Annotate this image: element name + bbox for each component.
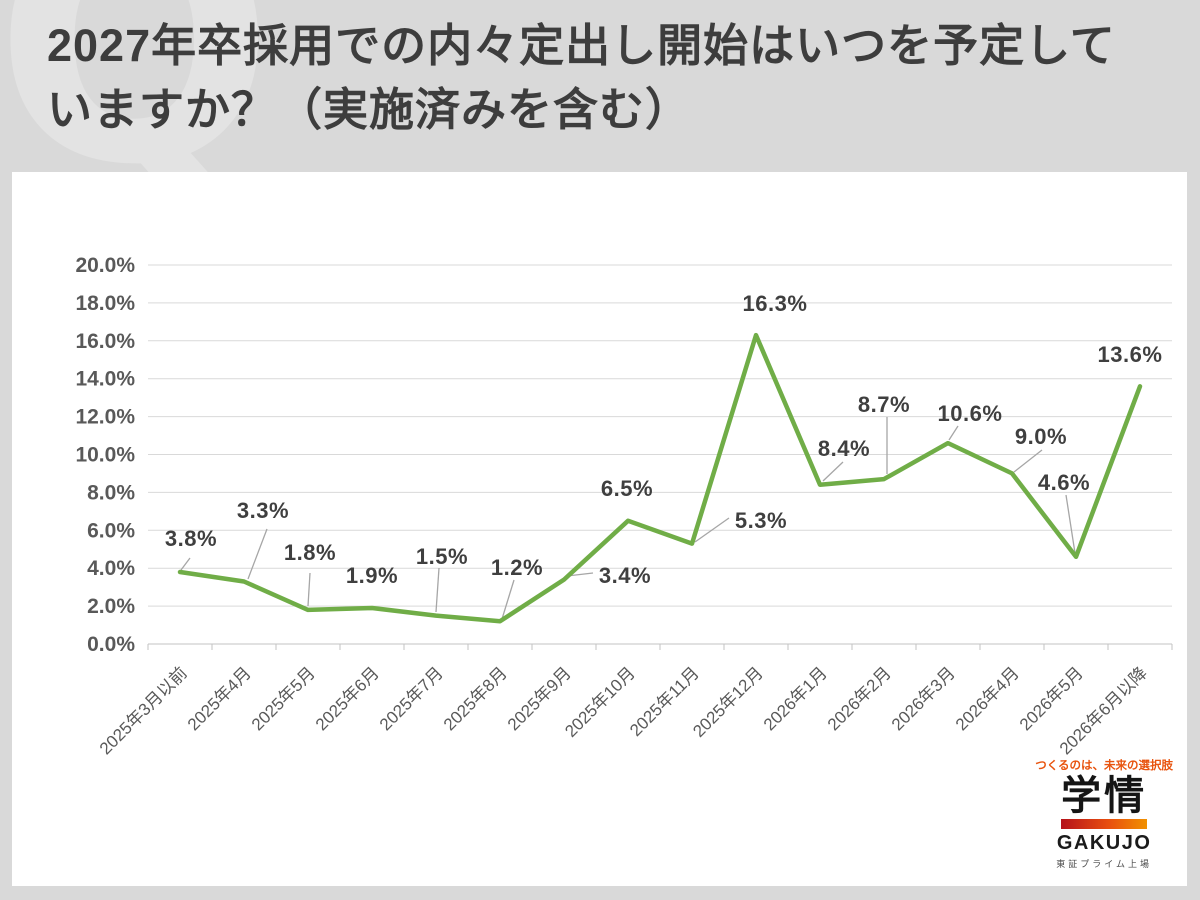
data-point-label: 1.2% [491, 555, 543, 580]
label-leader-line [501, 579, 515, 620]
data-point-label: 3.8% [165, 526, 217, 551]
label-leader-line [307, 572, 311, 607]
x-axis-label: 2026年3月 [888, 663, 959, 734]
logo-tagline: つくるのは、未来の選択肢 [1035, 760, 1173, 772]
x-axis-label: 2025年5月 [248, 663, 319, 734]
line-chart: 0.0% 2.0% 4.0% 6.0% 8.0% 10.0% 12.0% 14.0% 16.0%… [75, 254, 1173, 758]
label-leader-line [435, 567, 440, 613]
label-leader-line [180, 557, 191, 571]
label-leader-line [948, 425, 959, 441]
x-axis-label: 2026年1月 [760, 663, 831, 734]
data-point-label: 10.6% [938, 401, 1003, 426]
data-point-label: 6.5% [601, 476, 653, 501]
label-leader-line [247, 528, 268, 580]
x-axis-label: 2025年4月 [184, 663, 255, 734]
y-axis-label: 6.0% [87, 519, 135, 542]
logo-subtitle: 東証プライム上場 [1056, 859, 1153, 869]
chart-card: 0.0% 2.0% 4.0% 6.0% 8.0% 10.0% 12.0% 14.0% 16.0%… [12, 172, 1187, 886]
data-point-label: 13.6% [1098, 342, 1163, 367]
y-axis-label: 14.0% [75, 368, 135, 391]
x-axis-label: 2025年7月 [376, 663, 447, 734]
gakujo-logo: つくるのは、未来の選択肢 学情 GAKUJO 東証プライム上場 [1035, 757, 1173, 870]
label-leader-line [1065, 494, 1076, 554]
data-point-label: 1.8% [284, 540, 336, 565]
y-axis-label: 4.0% [87, 557, 135, 580]
data-point-label: 1.5% [416, 544, 468, 569]
x-axis-label: 2025年3月以前 [96, 663, 191, 758]
data-point-label: 3.3% [237, 498, 289, 523]
y-axis-label: 12.0% [75, 406, 135, 429]
y-axis-label: 2.0% [87, 595, 135, 618]
data-point-label: 4.6% [1038, 470, 1090, 495]
data-point-label: 8.7% [858, 392, 910, 417]
series-line [177, 332, 1143, 624]
logo-name-jp: 学情 [1061, 774, 1148, 818]
y-axis-label: 10.0% [75, 444, 135, 467]
page-title-line2: いますか？（実施済みを含む） [47, 83, 692, 135]
x-axis-label: 2026年2月 [824, 663, 895, 734]
data-point-label: 1.9% [346, 563, 398, 588]
x-axis-label: 2025年6月 [312, 663, 383, 734]
y-axis-label: 18.0% [75, 292, 135, 315]
y-axis-label: 0.0% [87, 633, 135, 656]
x-axis-label: 2026年4月 [952, 663, 1023, 734]
data-point-label: 3.4% [599, 563, 651, 588]
y-axis-label: 8.0% [87, 481, 135, 504]
y-axis-label: 16.0% [75, 330, 135, 353]
label-leader-line [1013, 449, 1043, 473]
label-leader-line [694, 517, 730, 543]
label-leader-line [822, 461, 844, 482]
data-point-label: 16.3% [743, 291, 808, 316]
data-point-label: 5.3% [735, 508, 787, 533]
x-axis-label: 2025年8月 [440, 663, 511, 734]
page-title: 2027年卒採用での内々定出し開始はいつを予定して いますか？（実施済みを含む） [47, 14, 1177, 142]
data-point-label: 9.0% [1015, 424, 1067, 449]
logo-gradient-bar [1061, 819, 1148, 829]
data-point-label: 8.4% [818, 436, 870, 461]
y-axis-label: 20.0% [75, 254, 135, 277]
logo-name-en: GAKUJO [1056, 832, 1152, 854]
page-title-line1: 2027年卒採用での内々定出し開始はいつを予定して [47, 20, 1116, 71]
